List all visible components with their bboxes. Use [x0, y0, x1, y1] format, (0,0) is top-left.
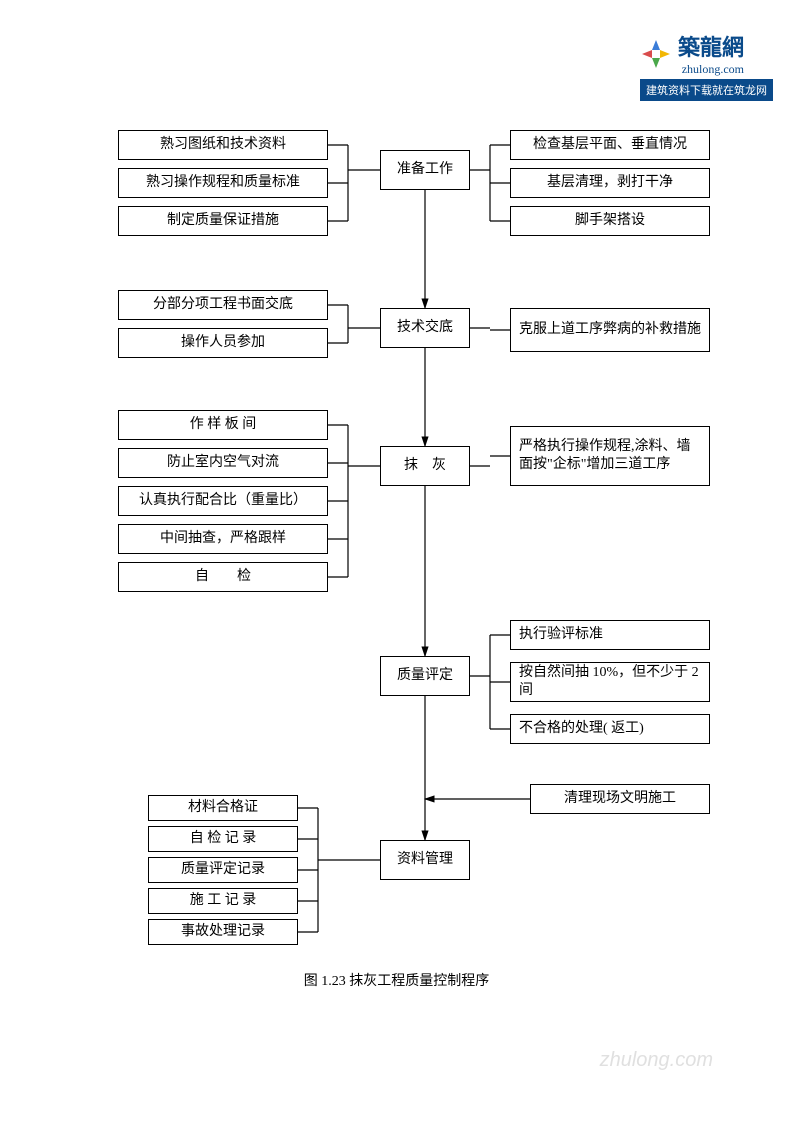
left-data-0: 材料合格证 — [148, 795, 298, 821]
left-prep-1: 熟习操作规程和质量标准 — [118, 168, 328, 198]
right-extra-0: 清理现场文明施工 — [530, 784, 710, 814]
right-tech-0: 克服上道工序弊病的补救措施 — [510, 308, 710, 352]
right-prep-2: 脚手架搭设 — [510, 206, 710, 236]
left-mohui-2: 认真执行配合比（重量比） — [118, 486, 328, 516]
left-tech-0: 分部分项工程书面交底 — [118, 290, 328, 320]
right-mohui-0: 严格执行操作规程,涂料、墙面按"企标"增加三道工序 — [510, 426, 710, 486]
main-prep: 准备工作 — [380, 150, 470, 190]
right-quality-1: 按自然间抽 10%，但不少于 2 间 — [510, 662, 710, 702]
left-mohui-1: 防止室内空气对流 — [118, 448, 328, 478]
left-data-2: 质量评定记录 — [148, 857, 298, 883]
left-mohui-0: 作 样 板 间 — [118, 410, 328, 440]
right-quality-2: 不合格的处理( 返工) — [510, 714, 710, 744]
left-prep-2: 制定质量保证措施 — [118, 206, 328, 236]
left-data-1: 自 检 记 录 — [148, 826, 298, 852]
left-tech-1: 操作人员参加 — [118, 328, 328, 358]
figure-caption: 图 1.23 抹灰工程质量控制程序 — [0, 970, 793, 990]
right-quality-0: 执行验评标准 — [510, 620, 710, 650]
left-data-3: 施 工 记 录 — [148, 888, 298, 914]
left-prep-0: 熟习图纸和技术资料 — [118, 130, 328, 160]
left-data-4: 事故处理记录 — [148, 919, 298, 945]
flowchart-canvas: 准备工作技术交底抹 灰质量评定资料管理 熟习图纸和技术资料熟习操作规程和质量标准制… — [0, 0, 793, 1122]
left-mohui-3: 中间抽查，严格跟样 — [118, 524, 328, 554]
left-mohui-4: 自 检 — [118, 562, 328, 592]
main-tech: 技术交底 — [380, 308, 470, 348]
right-prep-1: 基层清理，剥打干净 — [510, 168, 710, 198]
main-data: 资料管理 — [380, 840, 470, 880]
main-quality: 质量评定 — [380, 656, 470, 696]
main-mohui: 抹 灰 — [380, 446, 470, 486]
watermark: zhulong.com — [600, 1049, 713, 1072]
right-prep-0: 检查基层平面、垂直情况 — [510, 130, 710, 160]
